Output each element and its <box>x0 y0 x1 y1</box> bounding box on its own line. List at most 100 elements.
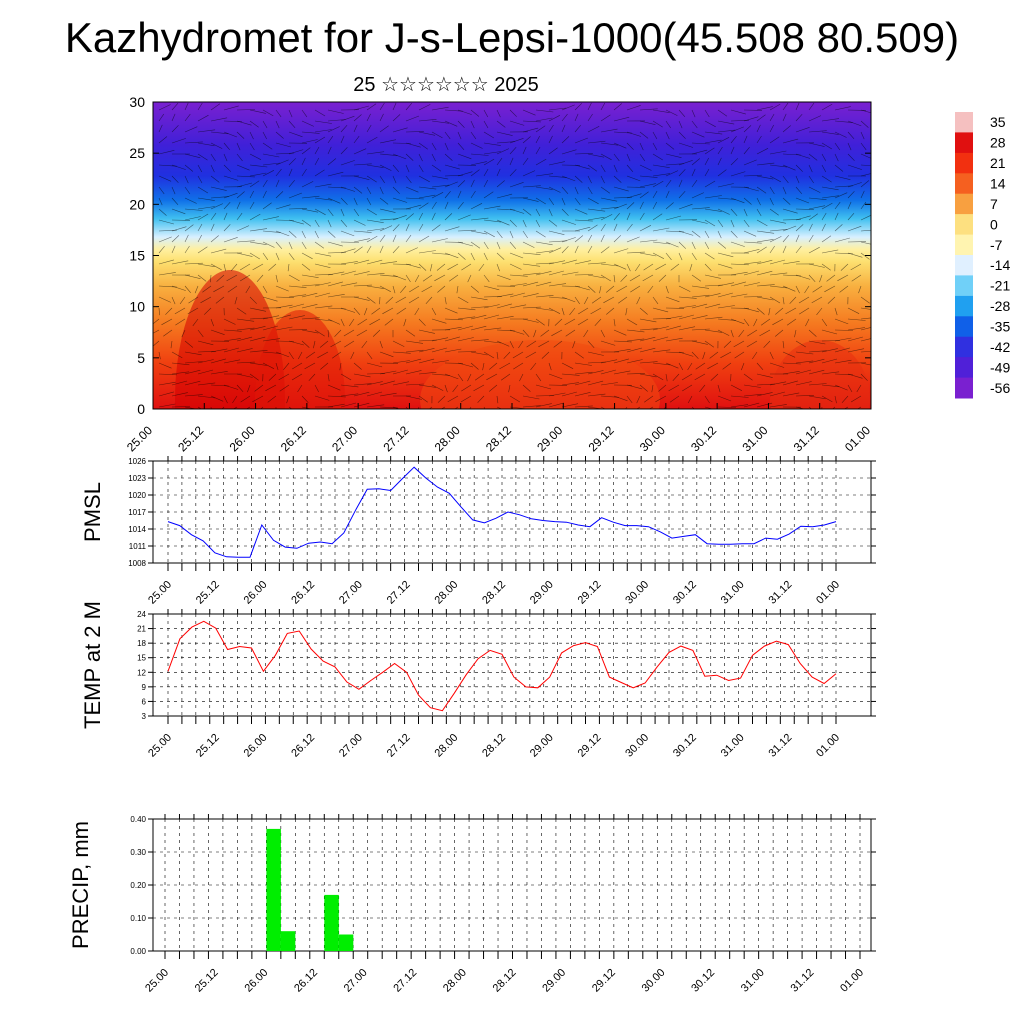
wind-barb <box>262 241 275 248</box>
wind-barb <box>483 285 500 291</box>
wind-barb <box>626 131 642 137</box>
wind-barb <box>496 109 501 118</box>
wind-barb <box>509 395 521 403</box>
wind-barb <box>574 197 581 206</box>
wind-barb <box>704 316 723 320</box>
wind-barb <box>470 362 479 370</box>
wind-barb <box>652 120 663 128</box>
x-tick-label: 26.00 <box>242 732 270 760</box>
wind-barb <box>366 164 384 168</box>
wind-barb <box>808 329 817 337</box>
wind-barb <box>795 224 804 232</box>
x-tick-label: 29.00 <box>540 967 568 995</box>
wind-barb <box>414 307 420 316</box>
wind-barb <box>249 362 267 366</box>
wind-barb <box>153 318 160 325</box>
wind-barb <box>171 296 176 305</box>
wind-barb <box>483 230 495 238</box>
wind-barb <box>753 318 758 327</box>
wind-barb <box>418 212 423 221</box>
wind-barb <box>743 318 750 327</box>
wind-barb <box>353 296 370 301</box>
wind-barb <box>625 307 628 316</box>
wind-barb <box>860 307 871 310</box>
wind-barb <box>379 392 397 397</box>
wind-barb <box>236 120 252 126</box>
wind-barb <box>834 384 848 391</box>
wind-barb <box>418 250 436 254</box>
wind-barb <box>795 285 800 294</box>
wind-barb <box>210 318 214 327</box>
wind-barb <box>639 252 657 257</box>
wind-barb <box>366 175 377 183</box>
wind-barb <box>457 296 469 304</box>
wind-barb <box>704 340 715 348</box>
wind-barb <box>782 380 798 386</box>
wind-barb <box>332 351 342 359</box>
wind-barb <box>513 362 524 370</box>
wind-barb <box>548 115 561 122</box>
wind-barb <box>847 318 866 321</box>
wind-barb <box>687 362 693 371</box>
wind-barb <box>782 113 787 122</box>
wind-barb <box>600 206 619 210</box>
wind-barb <box>769 236 782 243</box>
wind-barb <box>808 205 826 210</box>
wind-barb <box>366 136 378 144</box>
wind-barb <box>704 139 722 144</box>
wind-barb <box>626 223 633 232</box>
wind-barb <box>405 358 422 364</box>
wind-barb <box>752 351 758 360</box>
wind-barb <box>678 203 693 210</box>
wind-barb <box>860 180 870 188</box>
wind-barb <box>236 175 255 178</box>
y-tick-label: 0.10 <box>130 914 146 923</box>
wind-barb <box>600 382 618 386</box>
wind-barb <box>431 212 436 221</box>
wind-barb <box>210 186 227 191</box>
wind-barb <box>509 274 528 277</box>
wind-barb <box>704 329 723 333</box>
wind-barb <box>236 182 253 188</box>
wind-barb <box>826 274 836 282</box>
wind-barb <box>252 395 264 403</box>
colorbar-label: -42 <box>990 339 1010 355</box>
wind-barb <box>639 175 658 178</box>
wind-barb <box>678 120 683 129</box>
wind-barb <box>691 120 698 129</box>
wind-barb <box>574 285 590 291</box>
wind-barb <box>249 228 268 232</box>
wind-barb <box>301 263 311 271</box>
wind-barb <box>483 205 501 210</box>
wind-barb <box>691 158 700 166</box>
wind-barb <box>574 125 581 133</box>
wind-barb <box>665 109 678 116</box>
wind-barb <box>535 173 554 177</box>
wind-barb <box>535 109 554 113</box>
wind-barb <box>756 373 773 378</box>
wind-barb <box>223 153 228 162</box>
wind-barb <box>652 213 663 221</box>
wind-barb <box>288 180 295 188</box>
wind-barb <box>268 373 277 381</box>
wind-barb <box>574 351 584 359</box>
wind-barb <box>795 351 814 355</box>
wind-barb <box>301 317 320 320</box>
wind-barb <box>535 117 553 122</box>
wind-barb <box>808 164 813 173</box>
wind-barb <box>249 109 266 114</box>
wind-barb <box>691 315 708 320</box>
wind-barb <box>840 263 849 271</box>
wind-barb <box>569 307 576 316</box>
wind-barb <box>483 151 501 155</box>
y-tick-label: 1026 <box>128 457 146 466</box>
wind-barb <box>834 201 841 210</box>
wind-barb <box>457 214 471 221</box>
wind-barb <box>518 340 524 349</box>
wind-barb <box>821 153 827 162</box>
wind-barb <box>860 351 871 353</box>
x-tick-label: 30.00 <box>623 579 651 607</box>
wind-barb <box>730 395 749 398</box>
wind-barb <box>821 118 840 122</box>
wind-barb <box>392 406 401 409</box>
